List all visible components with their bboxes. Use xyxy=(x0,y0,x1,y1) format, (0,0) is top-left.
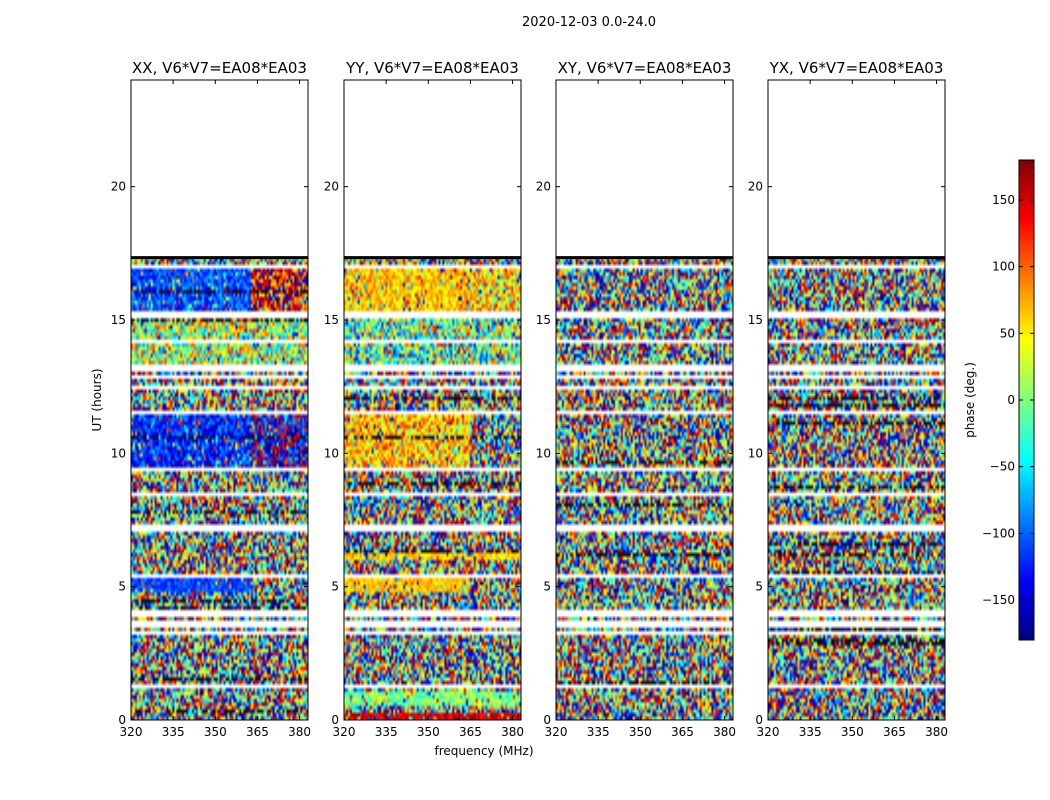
y-tick-label: 20 xyxy=(536,180,551,194)
x-tick-label: 335 xyxy=(799,725,822,739)
y-tick-label: 5 xyxy=(331,580,339,594)
figure-title: 2020-12-03 0.0-24.0 xyxy=(522,15,656,30)
x-tick-label: 350 xyxy=(629,725,652,739)
x-tick-label: 350 xyxy=(841,725,864,739)
y-tick-label: 5 xyxy=(543,580,551,594)
colorbar-ticks: −150 −100 −50 0 50 100 150 xyxy=(982,193,1034,607)
y-tick-label: 20 xyxy=(748,180,763,194)
x-tick-label: 350 xyxy=(204,725,227,739)
colorbar-tick-label: −150 xyxy=(982,593,1015,607)
x-tick-label: 350 xyxy=(417,725,440,739)
y-tick-label: 10 xyxy=(536,446,551,460)
y-axis-label: UT (hours) xyxy=(90,368,104,431)
y-tick-label: 0 xyxy=(755,713,763,727)
plot-frame xyxy=(555,79,734,721)
y-tick-label: 5 xyxy=(118,580,126,594)
x-tick-label: 380 xyxy=(713,725,736,739)
plot-frame xyxy=(130,79,309,721)
y-tick-label: 5 xyxy=(755,580,763,594)
y-tick-label: 10 xyxy=(748,446,763,460)
y-tick-label: 15 xyxy=(536,313,551,327)
x-tick-label: 320 xyxy=(545,725,568,739)
panel: XX, V6*V7=EA08*EA03 320 335 350 365 380 0 5 10 15… xyxy=(111,59,311,739)
plot-frame xyxy=(343,79,522,721)
y-tick-label: 0 xyxy=(331,713,339,727)
x-tick-label: 335 xyxy=(587,725,610,739)
colorbar-tick-label: −50 xyxy=(990,460,1015,474)
plot-frame xyxy=(767,79,946,721)
x-tick-label: 365 xyxy=(883,725,906,739)
panel: YY, V6*V7=EA08*EA03 320 335 350 365 380 0 5 10 15… xyxy=(324,59,524,739)
heatmap-image xyxy=(556,80,733,720)
heatmap-image xyxy=(344,80,521,720)
colorbar-tick-label: 50 xyxy=(1000,326,1015,340)
colorbar-tick-label: 150 xyxy=(992,193,1015,207)
x-tick-label: 365 xyxy=(671,725,694,739)
x-tick-label: 320 xyxy=(757,725,780,739)
y-tick-label: 0 xyxy=(543,713,551,727)
y-tick-label: 10 xyxy=(324,446,339,460)
x-tick-label: 335 xyxy=(375,725,398,739)
panel-title: XY, V6*V7=EA08*EA03 xyxy=(558,59,732,77)
y-tick-label: 15 xyxy=(111,313,126,327)
colorbar-label: phase (deg.) xyxy=(963,362,977,438)
colorbar-tick-label: 100 xyxy=(992,260,1015,274)
panel-title: XX, V6*V7=EA08*EA03 xyxy=(132,59,307,77)
y-tick-label: 20 xyxy=(111,180,126,194)
x-tick-label: 365 xyxy=(246,725,269,739)
x-tick-label: 335 xyxy=(162,725,185,739)
panel-title: YY, V6*V7=EA08*EA03 xyxy=(345,59,519,77)
panel: XY, V6*V7=EA08*EA03 320 335 350 365 380 0 5 10 15… xyxy=(536,59,736,739)
panels: XX, V6*V7=EA08*EA03 320 335 350 365 380 0 5 10 15… xyxy=(111,59,948,739)
panel-title: YX, V6*V7=EA08*EA03 xyxy=(769,59,944,77)
x-tick-label: 380 xyxy=(288,725,311,739)
x-tick-label: 320 xyxy=(120,725,143,739)
x-tick-label: 380 xyxy=(925,725,948,739)
x-tick-label: 380 xyxy=(501,725,524,739)
x-axis-label: frequency (MHz) xyxy=(434,744,533,758)
colorbar-tick-label: −100 xyxy=(982,526,1015,540)
heatmap-image xyxy=(131,80,308,720)
y-tick-label: 15 xyxy=(748,313,763,327)
y-tick-label: 20 xyxy=(324,180,339,194)
colorbar-tick-label: 0 xyxy=(1007,393,1015,407)
x-tick-label: 320 xyxy=(333,725,356,739)
y-tick-label: 10 xyxy=(111,446,126,460)
panel: YX, V6*V7=EA08*EA03 320 335 350 365 380 0 5 10 15… xyxy=(748,59,948,739)
y-tick-label: 15 xyxy=(324,313,339,327)
heatmap-image xyxy=(768,80,945,720)
y-tick-label: 0 xyxy=(118,713,126,727)
x-tick-label: 365 xyxy=(459,725,482,739)
